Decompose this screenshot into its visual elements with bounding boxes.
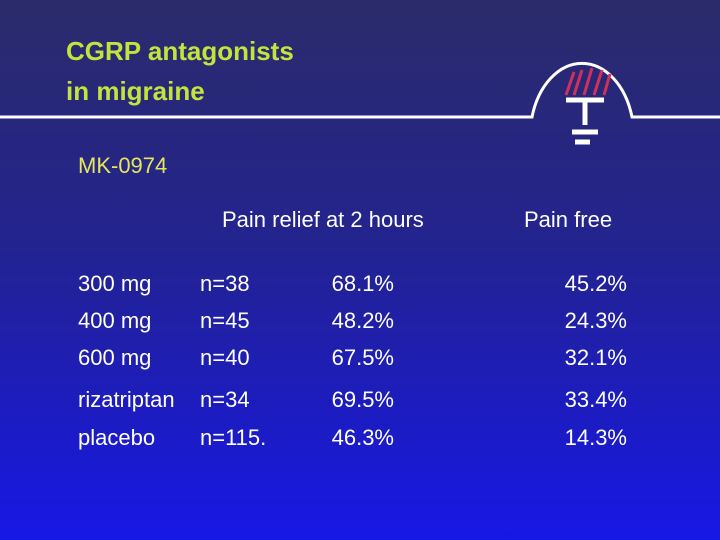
table-cell: n=40 [200, 345, 250, 370]
table-cell: 69.5% [331, 387, 394, 412]
table-cell: 14.3% [564, 425, 627, 450]
table-cell: 400 mg [78, 308, 152, 333]
column-header: Pain free [524, 207, 613, 232]
table-cell: n=34 [200, 387, 250, 412]
table-cell: 600 mg [78, 345, 152, 370]
table-cell: n=115. [200, 425, 267, 450]
table-cell: 46.3% [331, 425, 394, 450]
logo-rays [564, 67, 612, 96]
table-cell: 68.1% [331, 271, 394, 296]
table-cell: n=45 [200, 308, 250, 333]
table-cell: n=38 [200, 271, 250, 296]
logo-symbol [566, 97, 604, 145]
table-cell: placebo [78, 425, 156, 450]
title-line: in migraine [66, 76, 205, 106]
table-cell: rizatriptan [78, 387, 175, 412]
title-line: CGRP antagonists [66, 36, 294, 66]
table-cell: 24.3% [564, 308, 627, 333]
table-cell: 32.1% [564, 345, 627, 370]
subtitle: MK-0974 [78, 153, 168, 178]
divider-line [0, 61, 720, 119]
table-cell: 48.2% [331, 308, 394, 333]
column-header: Pain relief at 2 hours [222, 207, 424, 232]
table-cell: 33.4% [564, 387, 627, 412]
table-cell: 300 mg [78, 271, 152, 296]
table-cell: 67.5% [331, 345, 394, 370]
table-cell: 45.2% [564, 271, 627, 296]
